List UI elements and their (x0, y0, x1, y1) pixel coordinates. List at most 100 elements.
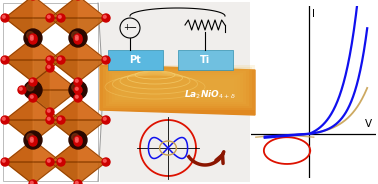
FancyBboxPatch shape (103, 67, 252, 108)
Polygon shape (33, 140, 61, 184)
Circle shape (75, 139, 78, 142)
Circle shape (72, 32, 79, 39)
Polygon shape (50, 0, 106, 18)
Circle shape (24, 81, 42, 99)
Polygon shape (50, 0, 78, 40)
Polygon shape (5, 120, 61, 142)
Circle shape (75, 35, 78, 38)
Polygon shape (5, 162, 61, 184)
Polygon shape (50, 68, 78, 112)
Circle shape (58, 57, 61, 60)
Circle shape (46, 158, 54, 166)
Text: +: + (124, 24, 130, 33)
Polygon shape (50, 60, 106, 82)
Circle shape (1, 56, 9, 64)
Circle shape (30, 95, 33, 98)
Circle shape (102, 14, 110, 22)
Circle shape (27, 84, 34, 91)
Polygon shape (33, 38, 61, 82)
Circle shape (18, 86, 26, 94)
Circle shape (46, 64, 54, 72)
Polygon shape (22, 90, 78, 112)
Circle shape (47, 15, 50, 18)
Circle shape (69, 81, 87, 99)
Circle shape (58, 117, 61, 120)
Circle shape (29, 34, 37, 42)
FancyBboxPatch shape (112, 73, 243, 102)
Polygon shape (50, 98, 78, 142)
Circle shape (29, 180, 37, 184)
Circle shape (69, 29, 87, 47)
Text: I: I (312, 9, 315, 19)
Polygon shape (50, 98, 106, 120)
Circle shape (46, 56, 54, 64)
Circle shape (1, 14, 9, 22)
Circle shape (75, 37, 78, 40)
Circle shape (75, 181, 78, 184)
FancyBboxPatch shape (115, 75, 240, 100)
Circle shape (104, 159, 106, 162)
Circle shape (75, 95, 78, 98)
Circle shape (30, 37, 33, 40)
Polygon shape (5, 140, 61, 162)
Circle shape (1, 158, 9, 166)
Circle shape (2, 57, 5, 60)
Circle shape (72, 84, 79, 91)
Circle shape (57, 158, 65, 166)
Polygon shape (5, 98, 33, 142)
Circle shape (29, 136, 37, 144)
Circle shape (75, 137, 78, 140)
FancyBboxPatch shape (106, 69, 249, 106)
Circle shape (47, 159, 50, 162)
Polygon shape (5, 18, 61, 40)
Circle shape (47, 109, 50, 112)
Text: Ti: Ti (200, 55, 210, 65)
Circle shape (29, 138, 37, 146)
Polygon shape (5, 0, 61, 18)
Circle shape (24, 131, 42, 149)
Circle shape (102, 56, 110, 64)
Circle shape (58, 159, 61, 162)
Text: −: − (129, 23, 137, 33)
Polygon shape (5, 38, 33, 82)
Circle shape (57, 14, 65, 22)
Circle shape (30, 35, 33, 38)
Circle shape (47, 117, 50, 120)
Circle shape (75, 87, 78, 90)
Polygon shape (5, 0, 33, 40)
Circle shape (74, 78, 82, 86)
Circle shape (74, 36, 82, 44)
Circle shape (24, 29, 42, 47)
Polygon shape (78, 98, 106, 142)
Polygon shape (5, 60, 61, 82)
Circle shape (74, 136, 82, 144)
Polygon shape (78, 38, 106, 82)
Circle shape (30, 181, 33, 184)
Circle shape (29, 78, 37, 86)
FancyBboxPatch shape (3, 3, 98, 181)
Circle shape (30, 79, 33, 82)
Circle shape (104, 57, 106, 60)
Polygon shape (5, 98, 61, 120)
Circle shape (2, 117, 5, 120)
Polygon shape (50, 120, 106, 142)
Circle shape (1, 116, 9, 124)
Circle shape (69, 131, 87, 149)
FancyBboxPatch shape (118, 77, 237, 98)
Polygon shape (100, 65, 255, 115)
Circle shape (74, 138, 82, 146)
Circle shape (57, 56, 65, 64)
Circle shape (102, 158, 110, 166)
Circle shape (2, 159, 5, 162)
Circle shape (102, 116, 110, 124)
Polygon shape (33, 0, 61, 40)
Circle shape (30, 139, 33, 142)
Polygon shape (78, 140, 106, 184)
Polygon shape (50, 162, 106, 184)
Polygon shape (78, 0, 106, 40)
Circle shape (27, 32, 34, 39)
Circle shape (74, 86, 82, 94)
FancyBboxPatch shape (100, 2, 250, 182)
Circle shape (2, 15, 5, 18)
FancyBboxPatch shape (108, 50, 163, 70)
